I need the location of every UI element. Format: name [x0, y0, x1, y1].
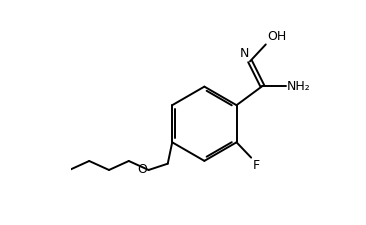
- Text: O: O: [138, 163, 147, 176]
- Text: OH: OH: [268, 30, 287, 43]
- Text: F: F: [252, 159, 259, 172]
- Text: N: N: [239, 47, 249, 60]
- Text: NH₂: NH₂: [287, 80, 311, 92]
